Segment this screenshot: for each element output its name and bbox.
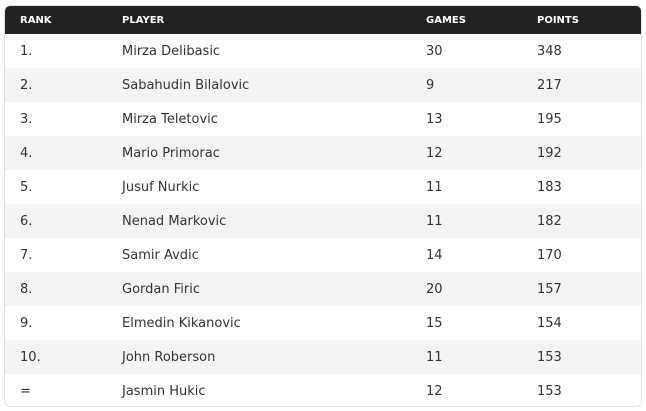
table-cell: John Roberson (122, 340, 426, 374)
table-cell: Jusuf Nurkic (122, 179, 200, 195)
header-cell: GAMES (426, 6, 537, 34)
table-cell: 153 (537, 340, 641, 374)
table-row: = Jasmin Hukic 12 153 (5, 374, 641, 406)
table-row: 4. Mario Primorac 12 192 (5, 136, 641, 170)
leaders-table: RANK PLAYER GAMES POINTS 1. Mirza Delibasic 3… (5, 6, 641, 406)
table-cell: 348 (537, 43, 562, 59)
table-cell: Jasmin Hukic (122, 383, 206, 399)
header-cell: RANK (5, 6, 122, 34)
table-cell: 2. (5, 68, 122, 102)
table-cell: 192 (537, 136, 641, 170)
table-cell: Nenad Markovic (122, 204, 426, 238)
table-cell: 7. (20, 247, 33, 263)
table-cell: 6. (5, 204, 122, 238)
table-row: 8. Gordan Firic 20 157 (5, 272, 641, 306)
table-cell: 5. (20, 179, 33, 195)
table-cell: 20 (426, 272, 537, 306)
table-cell: 217 (537, 68, 641, 102)
table-cell: Mirza Delibasic (122, 43, 221, 59)
table-cell: 170 (537, 247, 562, 263)
table-row: 3. Mirza Teletovic 13 195 (5, 102, 641, 136)
table-cell: 13 (426, 111, 443, 127)
table-cell: 10. (5, 340, 122, 374)
header-row: RANK PLAYER GAMES POINTS (5, 6, 641, 34)
table-cell: 1. (20, 43, 33, 59)
table-cell: 9. (20, 315, 33, 331)
table-cell: 153 (537, 383, 562, 399)
table-cell: Sabahudin Bilalovic (122, 68, 426, 102)
table-cell: 12 (426, 136, 537, 170)
table-cell: 3. (20, 111, 33, 127)
table-cell: 182 (537, 204, 641, 238)
table-cell: Gordan Firic (122, 272, 426, 306)
header-cell: PLAYER (122, 6, 426, 34)
table-cell: Mario Primorac (122, 136, 426, 170)
header-cell: POINTS (537, 6, 641, 34)
table-body: 1. Mirza Delibasic 30 348 2. Sabahudin Bilalo… (5, 34, 641, 406)
table-cell: Elmedin Kikanovic (122, 315, 241, 331)
table-cell: 183 (537, 179, 562, 195)
table-cell: = (20, 383, 31, 399)
table-cell: 11 (426, 204, 537, 238)
table-cell: 11 (426, 179, 443, 195)
table-cell: 14 (426, 247, 443, 263)
table-cell: 154 (537, 315, 562, 331)
table-row: 5. Jusuf Nurkic 11 183 (5, 170, 641, 204)
table-row: 10. John Roberson 11 153 (5, 340, 641, 374)
table-container: RANK PLAYER GAMES POINTS 1. Mirza Delibasic 3… (4, 5, 642, 407)
table-cell: 30 (426, 43, 443, 59)
table-row: 2. Sabahudin Bilalovic 9 217 (5, 68, 641, 102)
table-row: 7. Samir Avdic 14 170 (5, 238, 641, 272)
table-cell: Samir Avdic (122, 247, 199, 263)
table-cell: Mirza Teletovic (122, 111, 218, 127)
table-cell: 11 (426, 340, 537, 374)
table-cell: 8. (5, 272, 122, 306)
table-cell: 157 (537, 272, 641, 306)
table-cell: 195 (537, 111, 562, 127)
table-cell: 15 (426, 315, 443, 331)
table-cell: 4. (5, 136, 122, 170)
table-cell: 12 (426, 383, 443, 399)
table-cell: 9 (426, 68, 537, 102)
table-row: 1. Mirza Delibasic 30 348 (5, 34, 641, 68)
table-row: 9. Elmedin Kikanovic 15 154 (5, 306, 641, 340)
table-row: 6. Nenad Markovic 11 182 (5, 204, 641, 238)
